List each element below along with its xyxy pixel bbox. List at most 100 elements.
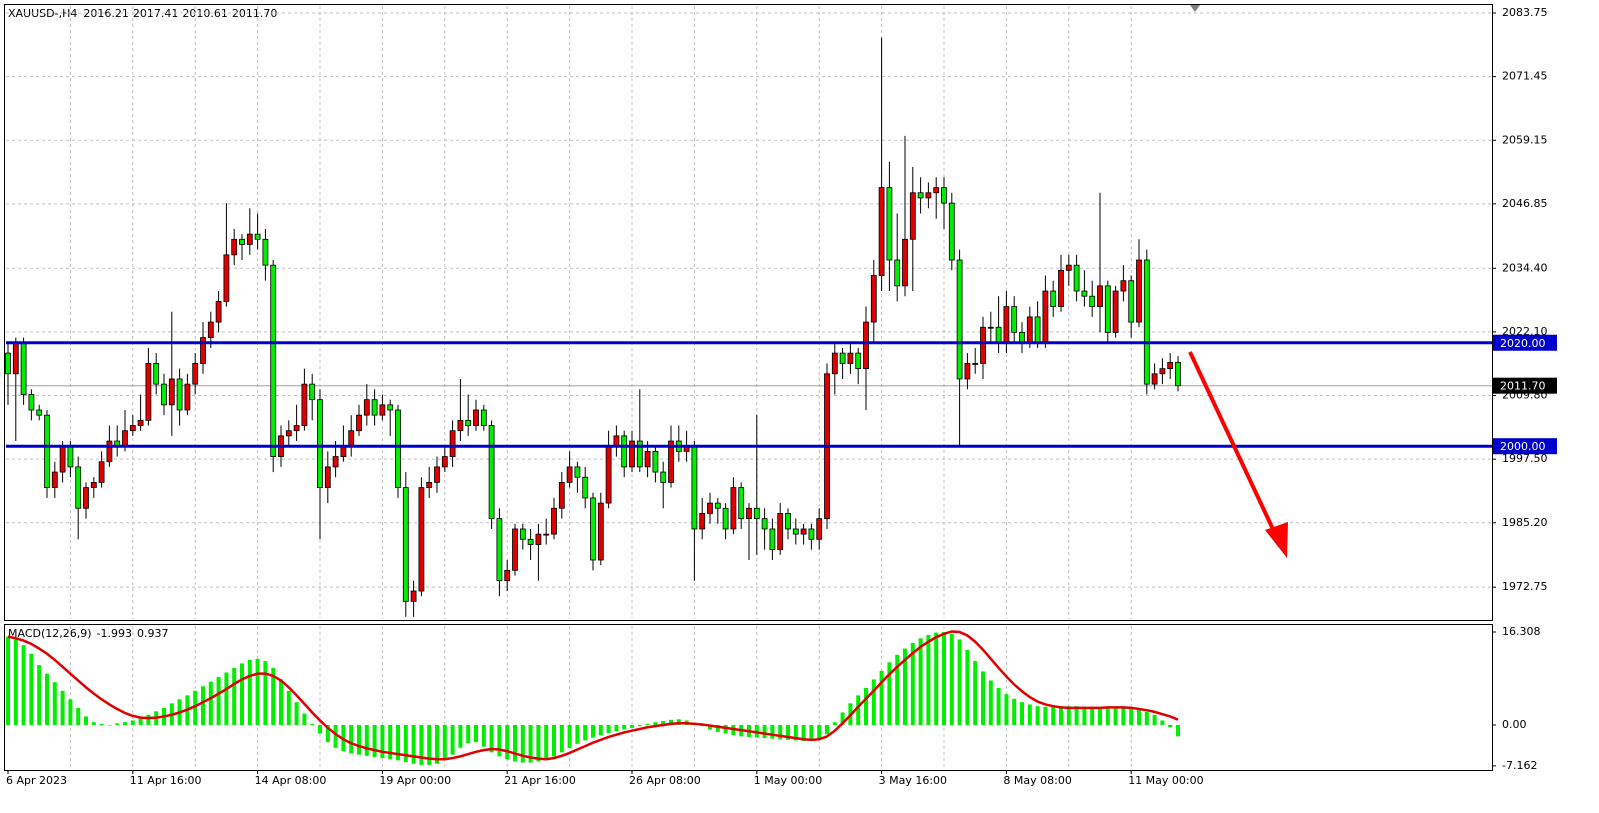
macd-bar <box>450 725 455 755</box>
candle-body <box>473 409 479 426</box>
candle-body <box>1089 295 1096 307</box>
macd-bar <box>99 723 104 726</box>
macd-bar <box>544 725 549 760</box>
macd-bar <box>279 679 283 726</box>
macd-value: -1.993 <box>97 627 132 640</box>
macd-bar <box>1121 708 1126 726</box>
macd-bar <box>559 725 564 753</box>
macd-bar <box>591 725 595 738</box>
candle-body <box>332 456 339 468</box>
candle-body <box>324 466 331 488</box>
macd-bar <box>1043 706 1048 726</box>
macd-bar <box>942 632 946 726</box>
y-tick-label: 16.308 <box>1502 625 1541 638</box>
candle-body <box>878 187 885 276</box>
candle-body <box>652 450 659 473</box>
macd-bar <box>895 654 900 726</box>
candle-body <box>200 337 206 364</box>
y-tick-label: 1972.75 <box>1502 580 1548 593</box>
macd-bar <box>318 725 322 734</box>
macd-bar <box>286 690 291 726</box>
candle-body <box>1128 280 1135 323</box>
macd-bar <box>622 725 627 730</box>
y-tick-label: 2046.85 <box>1502 197 1548 210</box>
candle-body <box>145 363 152 421</box>
candle-body <box>590 497 596 561</box>
macd-bar <box>224 672 229 726</box>
candle-body <box>1003 306 1010 344</box>
macd-bar <box>1074 706 1079 726</box>
macd-bar <box>934 632 939 726</box>
macd-bar <box>84 716 88 726</box>
macd-bar <box>240 663 244 726</box>
macd-bar <box>489 725 494 753</box>
macd-bar <box>1004 694 1009 726</box>
candle-body <box>426 482 433 488</box>
macd-bar <box>528 725 533 763</box>
candle-body <box>1050 290 1057 307</box>
macd-bar <box>403 725 408 763</box>
macd-bar <box>957 639 962 726</box>
candle-body <box>129 425 136 432</box>
header-high: 2017.41 <box>133 7 179 20</box>
macd-bar <box>871 679 876 726</box>
candle-body <box>1019 332 1025 344</box>
macd-bar <box>1176 725 1180 737</box>
candle-body <box>1026 316 1033 344</box>
candle-body <box>551 507 557 535</box>
macd-bar <box>817 725 822 740</box>
candle-body <box>1112 290 1119 333</box>
main-panel <box>4 4 1493 621</box>
macd-bar <box>372 725 377 757</box>
candle-body <box>75 466 82 509</box>
x-tick-label: 6 Apr 2023 <box>6 774 67 787</box>
header-open: 2016.21 <box>83 7 129 20</box>
macd-bar <box>45 673 49 726</box>
macd-bar <box>630 725 634 728</box>
macd-bar <box>567 725 572 748</box>
signal-line <box>7 630 1179 761</box>
candle-body <box>184 383 191 411</box>
candle-body <box>925 192 932 199</box>
macd-bar <box>1020 702 1024 726</box>
macd-bar <box>364 725 369 756</box>
macd-bar <box>68 699 73 726</box>
macd-bar <box>310 723 315 726</box>
candle-body <box>1058 269 1064 307</box>
macd-bar <box>146 714 151 726</box>
macd-bar <box>762 725 767 739</box>
candle-body <box>12 342 19 375</box>
level-label: 2000.00 <box>1500 440 1546 453</box>
candle-body <box>1034 316 1041 344</box>
macd-bar <box>653 722 658 726</box>
signal-value: 0.937 <box>137 627 169 640</box>
candle-body <box>519 528 526 540</box>
arrow-head <box>1265 522 1288 558</box>
macd-bar <box>606 725 611 733</box>
candle-body <box>317 399 323 488</box>
candle-body <box>597 502 604 561</box>
y-tick-label: 2022.10 <box>1502 325 1548 338</box>
candle-body <box>1073 264 1080 292</box>
candle-body <box>972 363 979 365</box>
macd-bar <box>1090 706 1095 726</box>
macd-bar <box>575 725 580 744</box>
macd-bar <box>138 718 143 726</box>
candle-body <box>839 352 846 364</box>
candle-body <box>28 394 35 411</box>
macd-bar <box>29 653 34 726</box>
macd-bar <box>864 687 868 726</box>
macd-bar <box>255 658 260 726</box>
x-tick-label: 26 Apr 08:00 <box>629 774 701 787</box>
macd-bar <box>474 725 478 743</box>
macd-bar <box>723 725 728 734</box>
candle-body <box>870 275 877 323</box>
x-tick-label: 11 May 00:00 <box>1128 774 1203 787</box>
level-tag <box>1493 438 1557 455</box>
candle-body <box>1065 264 1072 271</box>
macd-bar <box>1160 720 1165 726</box>
candle-body <box>816 518 823 540</box>
last-price-label: 2011.70 <box>1500 380 1546 393</box>
candle-body <box>691 445 698 530</box>
